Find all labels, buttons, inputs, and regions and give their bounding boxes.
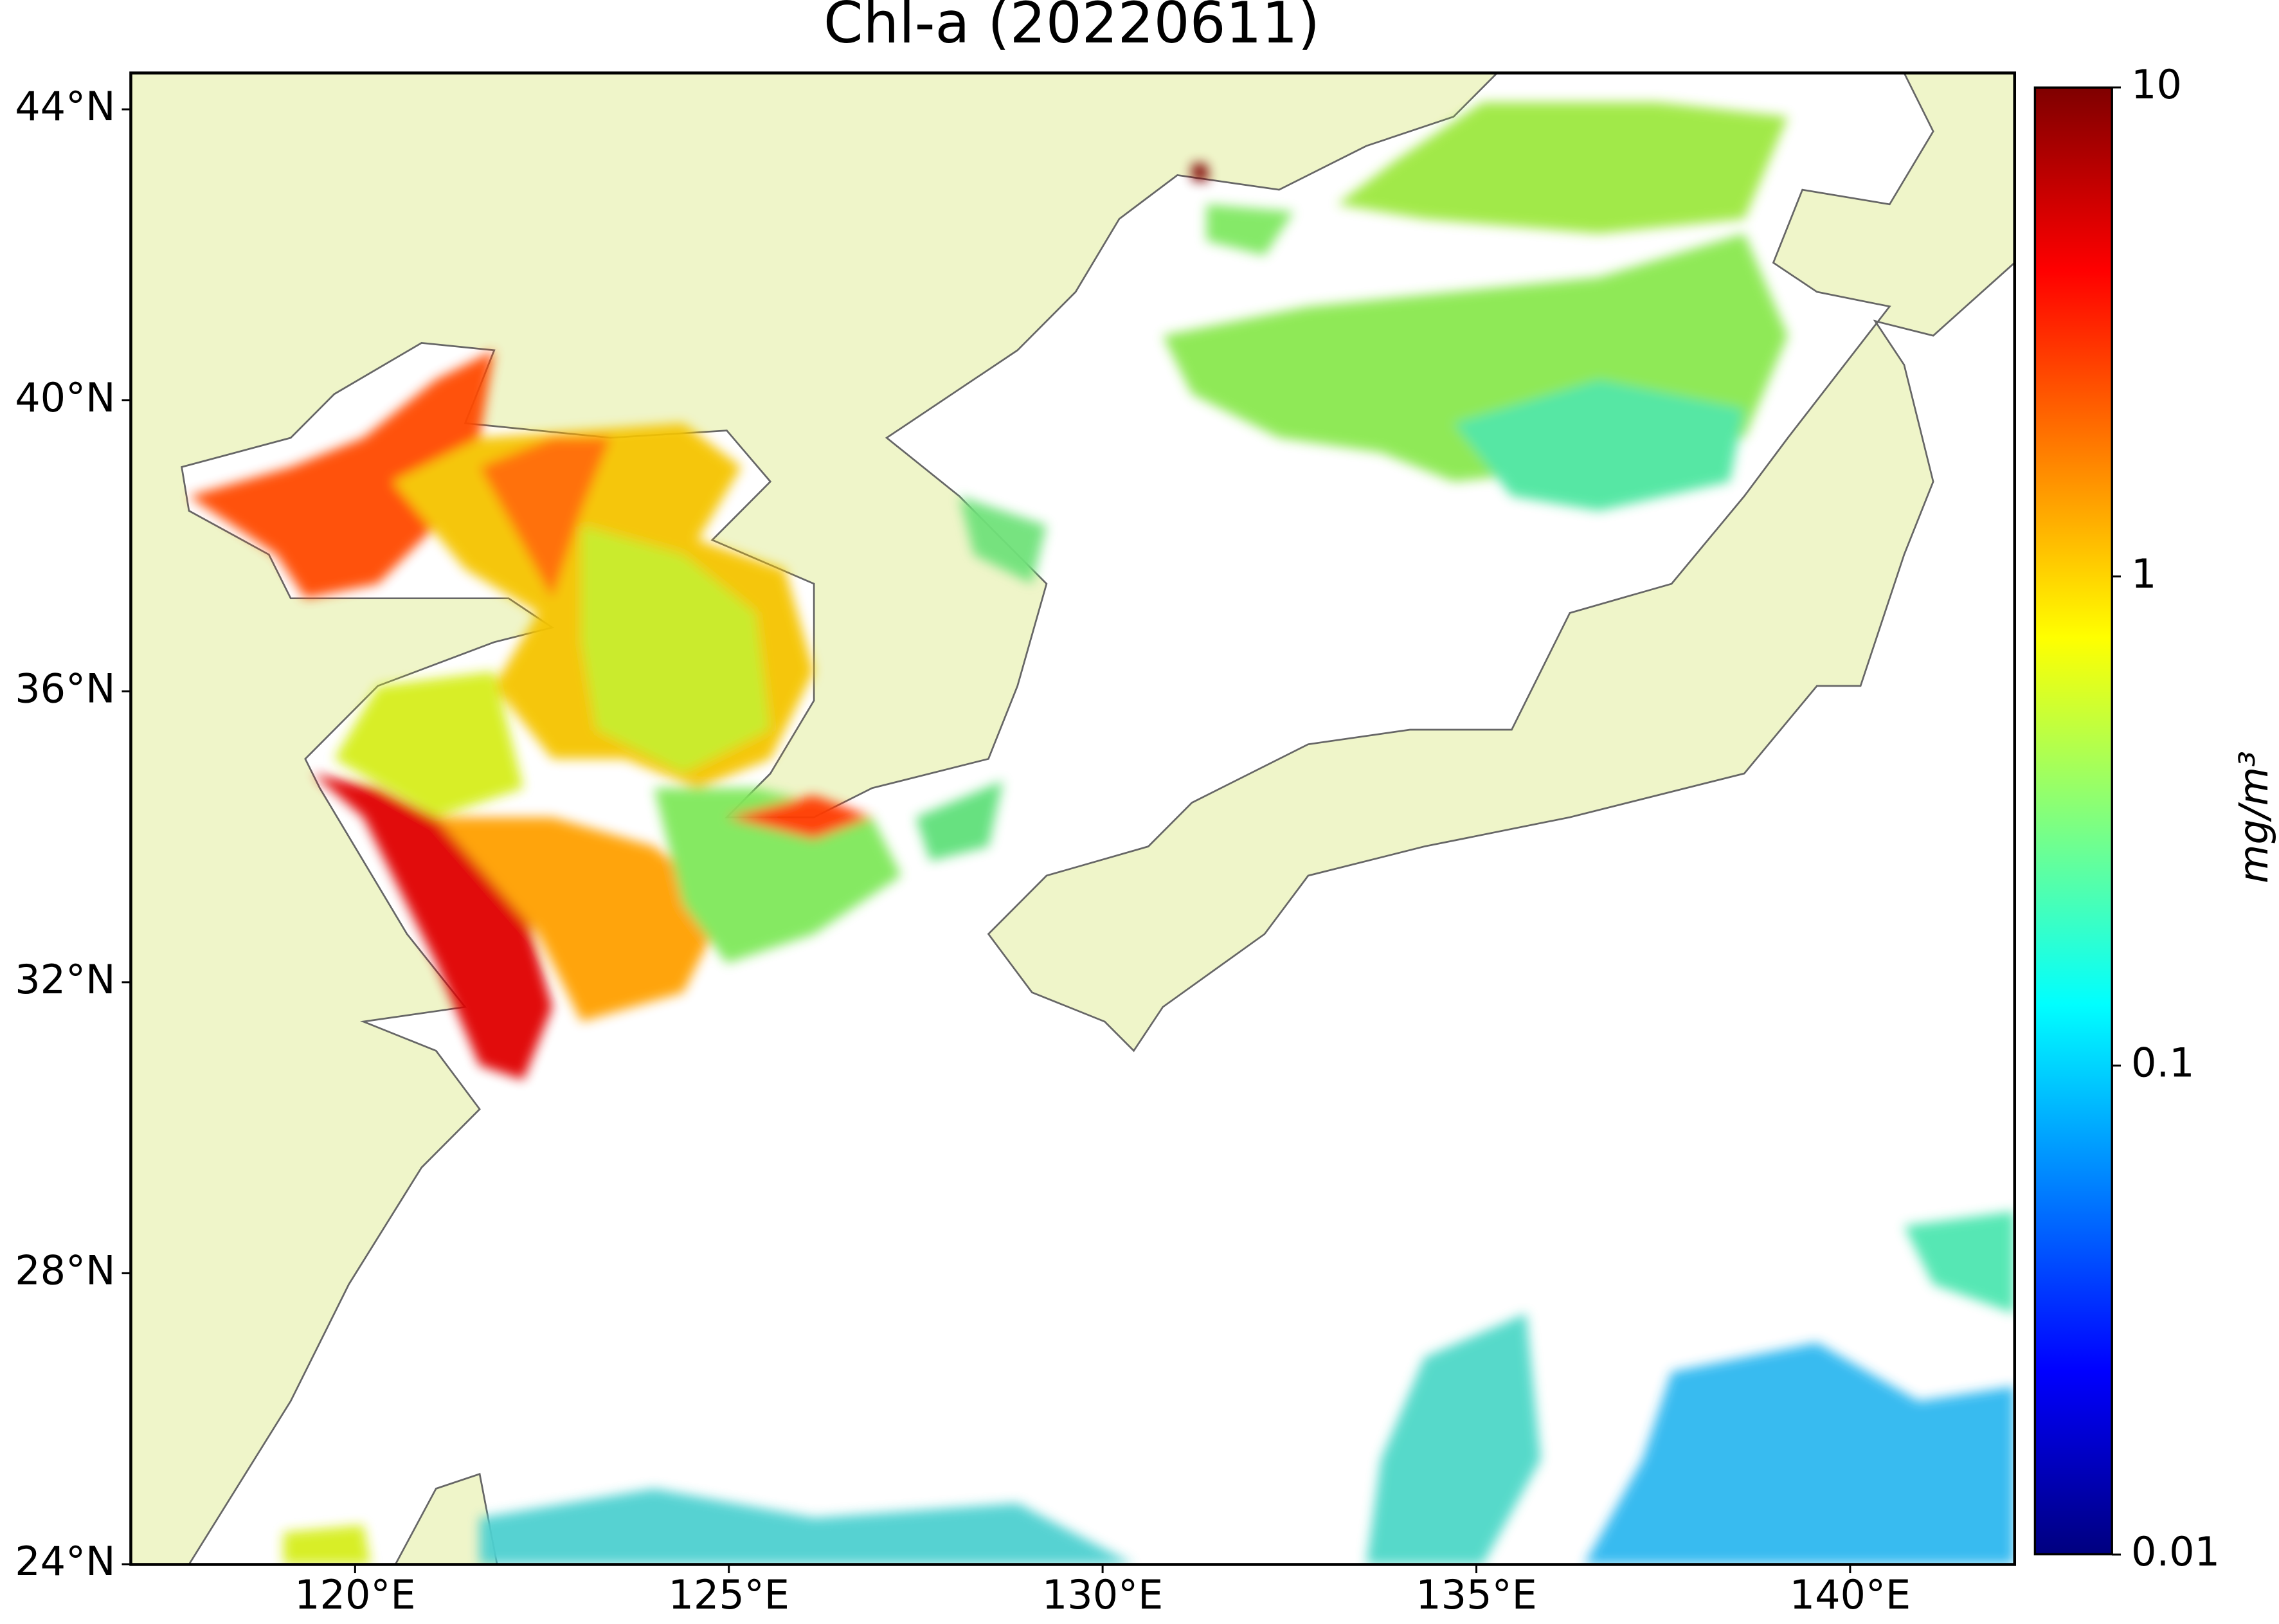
colorbar-label: mg/m³ <box>2230 751 2277 883</box>
x-tick-label: 125°E <box>668 1571 789 1618</box>
y-tick-label: 28°N <box>15 1247 115 1294</box>
y-tick-label: 24°N <box>15 1538 115 1585</box>
map-frame <box>129 71 2017 1566</box>
y-tick-label: 44°N <box>15 83 115 130</box>
x-tick-label: 140°E <box>1790 1571 1911 1618</box>
y-tick-label: 40°N <box>15 374 115 421</box>
y-tick-label: 36°N <box>15 665 115 712</box>
chlorophyll <box>188 102 2015 1565</box>
x-tick-label: 120°E <box>294 1571 416 1618</box>
colorbar-tick-label: 0.1 <box>2131 1039 2195 1086</box>
y-tick-label: 32°N <box>15 956 115 1003</box>
x-tick-label: 135°E <box>1416 1571 1537 1618</box>
island <box>394 1472 498 1565</box>
colorbar-tick-label: 0.01 <box>2131 1528 2220 1575</box>
x-tick-label: 130°E <box>1042 1571 1164 1618</box>
colorbar-tick-label: 1 <box>2131 550 2156 597</box>
colorbar <box>2033 86 2113 1556</box>
map-title: Chl-a (20220611) <box>824 0 1320 56</box>
map-area <box>131 73 2015 1565</box>
map <box>129 71 2113 1566</box>
colorbar-tick-label: 10 <box>2131 61 2182 108</box>
